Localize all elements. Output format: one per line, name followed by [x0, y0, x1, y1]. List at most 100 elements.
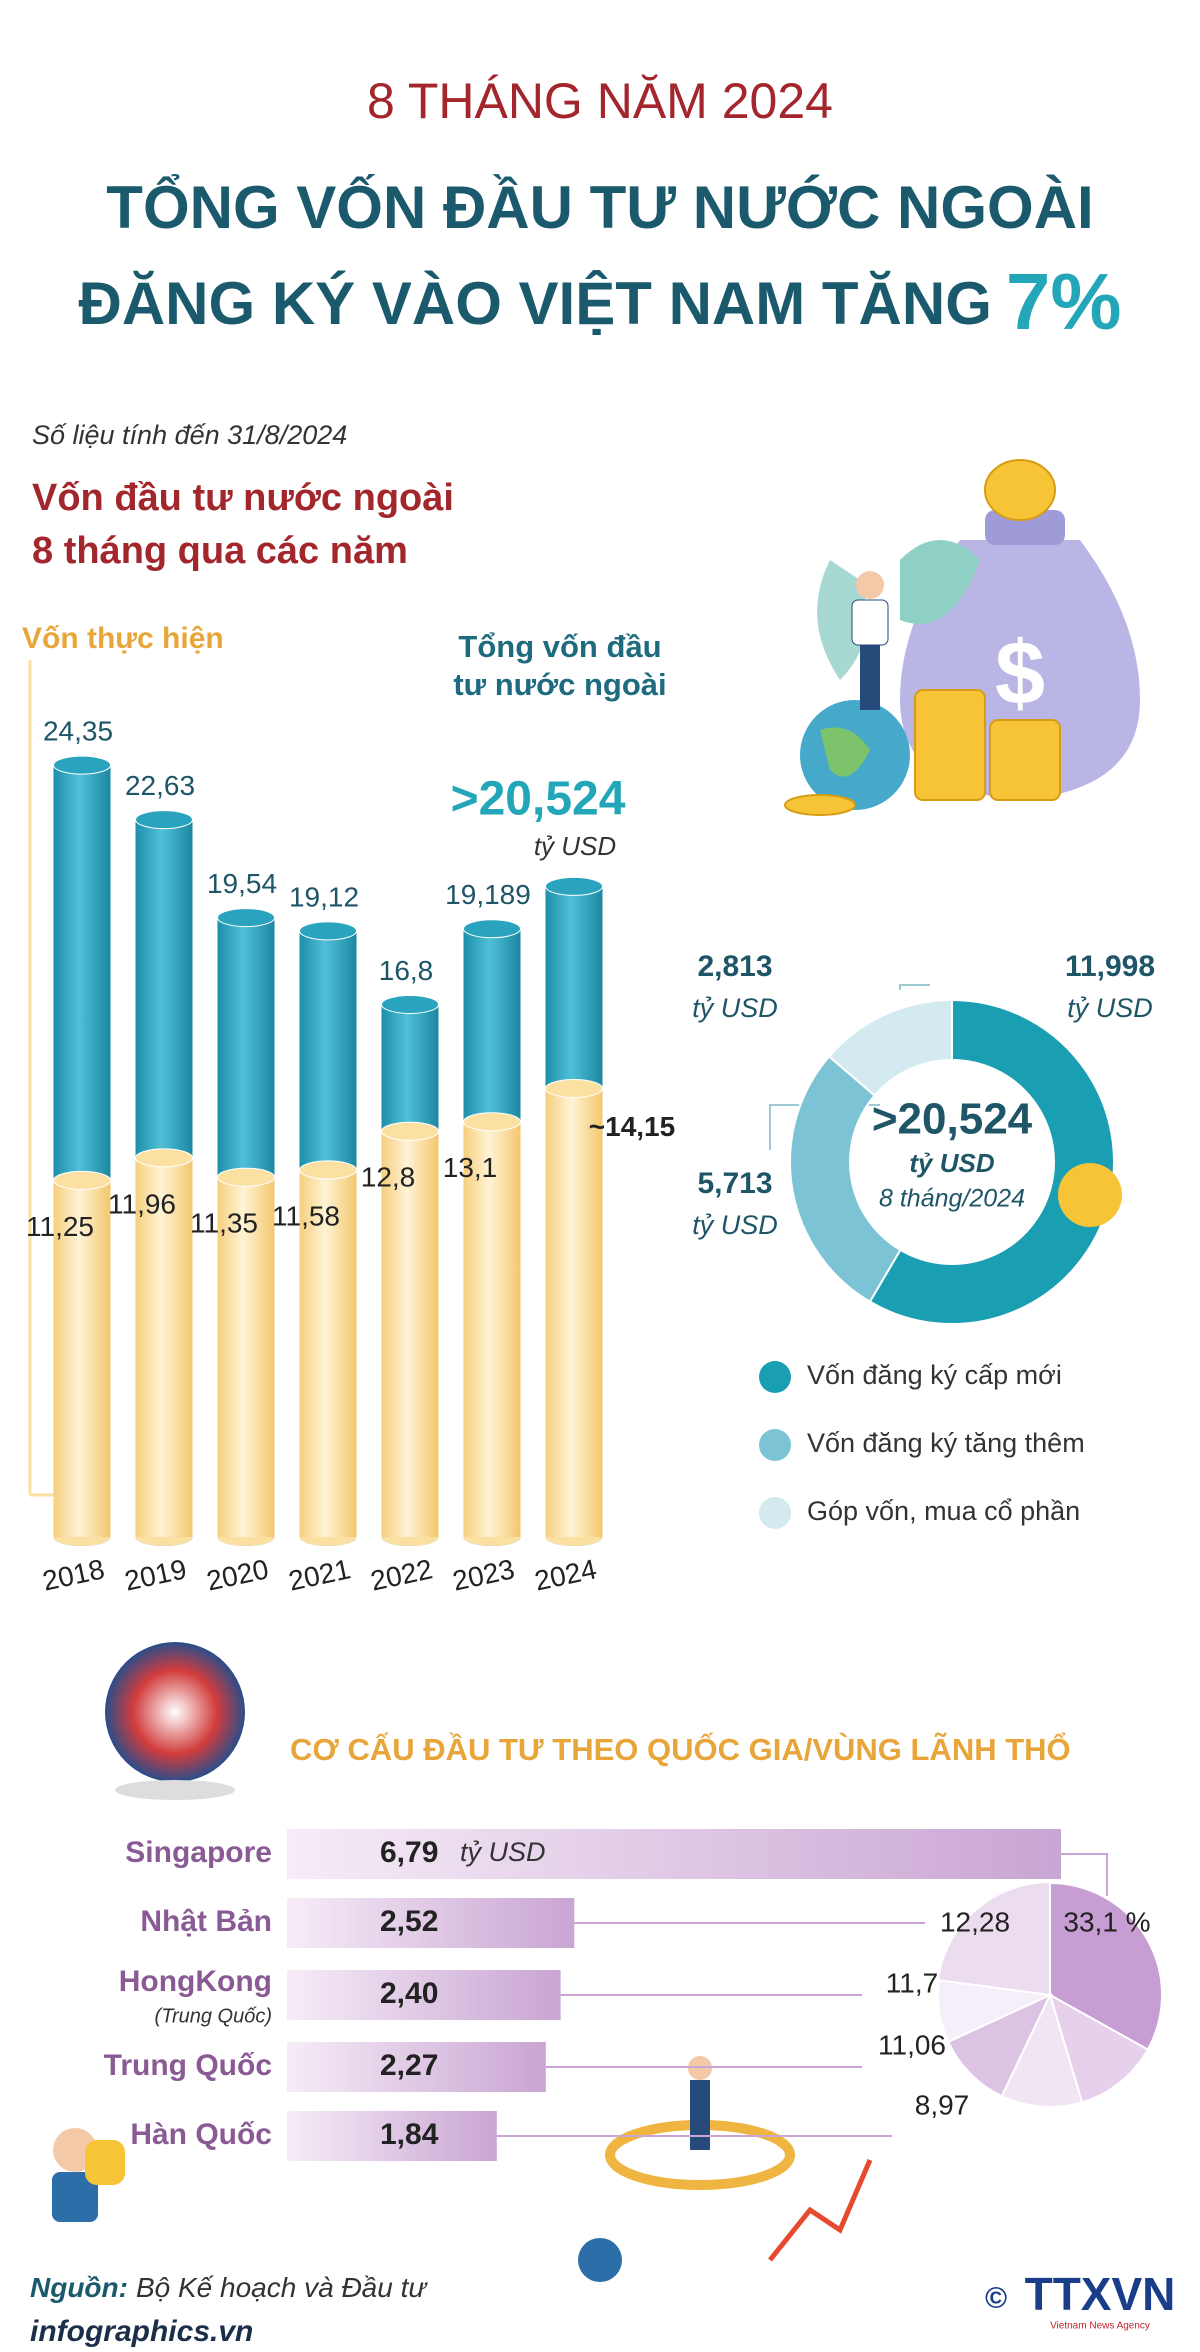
x-tick-label: 2019 — [122, 1553, 189, 1596]
bar-cap — [217, 908, 275, 928]
value-label: 11,25 — [26, 1211, 94, 1242]
value-label: 2,27 — [380, 2049, 438, 2082]
legend-swatch — [759, 1361, 791, 1393]
bar-cap — [217, 1167, 275, 1187]
bar — [463, 1121, 521, 1537]
bar-cap — [545, 876, 603, 896]
businessman-icon — [52, 2128, 125, 2222]
center-total: >20,524 — [872, 1095, 1033, 1144]
bar — [545, 1088, 603, 1537]
legend-label: Vốn thực hiện — [22, 622, 224, 655]
bar-cap — [463, 1112, 521, 1132]
legend-label: Góp vốn, mua cổ phần — [807, 1496, 1080, 1526]
value-label: 12,28 — [940, 1906, 1010, 1937]
section-title: Vốn đầu tư nước ngoài — [32, 477, 454, 519]
total-series-label: Tổng vốn đầu tư nước ngoài — [453, 629, 667, 702]
y-tick-label: Singapore — [125, 1836, 272, 1869]
value-label: 2,813 — [697, 950, 772, 983]
value-label: 16,8 — [379, 955, 434, 986]
x-tick-label: 2021 — [286, 1553, 353, 1596]
bar-cap — [381, 1121, 439, 1141]
value-label: 19,54 — [207, 868, 277, 899]
source-label: Nguồn: — [30, 2272, 128, 2303]
value-label: 11,998 — [1065, 950, 1155, 983]
title-line: ĐĂNG KÝ VÀO VIỆT NAM TĂNG 7% — [79, 257, 1122, 346]
value-label: 2,40 — [380, 1977, 438, 2010]
kicker: 8 THÁNG NĂM 2024 — [367, 73, 833, 129]
value-label: 8,97 — [915, 2089, 970, 2120]
bar — [381, 1131, 439, 1537]
pie-slice — [937, 1979, 1054, 2044]
value-label: 11,58 — [272, 1200, 340, 1231]
value-label: 2,52 — [380, 1905, 438, 1938]
value-label: 19,189 — [445, 879, 531, 910]
value-label: 19,12 — [289, 881, 359, 912]
center-period: 8 tháng/2024 — [879, 1185, 1025, 1213]
value-label: 11,06 — [878, 2029, 946, 2060]
chart-title: CƠ CẤU ĐẦU TƯ THEO QUỐC GIA/VÙNG LÃNH TH… — [290, 1731, 1071, 1767]
x-tick-label: 2024 — [532, 1553, 599, 1596]
legend-swatch — [759, 1497, 791, 1529]
agency-logo: TTXVN — [1025, 2268, 1176, 2320]
y-tick-label: Nhật Bản — [140, 1905, 272, 1938]
x-tick-label: 2018 — [40, 1553, 107, 1596]
donut-slice — [788, 1055, 902, 1304]
value-label: 13,1 — [443, 1152, 498, 1183]
value-label: 12,8 — [361, 1162, 416, 1193]
value-label: 22,63 — [125, 770, 195, 801]
value-label: 6,79 — [380, 1836, 438, 1869]
value-label: 1,84 — [380, 2118, 439, 2151]
legend-swatch — [759, 1429, 791, 1461]
pie-slice — [946, 1992, 1053, 2098]
value-unit: tỷ USD — [460, 1837, 546, 1867]
center-unit: tỷ USD — [909, 1148, 994, 1178]
bar — [135, 1157, 193, 1537]
bar-cap — [545, 1078, 603, 1098]
globe-icon — [105, 1642, 245, 1800]
value-label: 5,713 — [697, 1167, 772, 1200]
bar-cap — [53, 1170, 111, 1190]
analyst-illustration — [578, 2056, 873, 2282]
pie-slice — [1049, 1881, 1163, 2051]
value-label: 11,35 — [190, 1208, 258, 1239]
bar-cap — [463, 919, 521, 939]
bar — [217, 1177, 275, 1537]
agency-sub: Vietnam News Agency — [1050, 2321, 1150, 2332]
y-tick-label: Hàn Quốc — [130, 2118, 272, 2151]
bar-cap — [381, 994, 439, 1014]
x-tick-label: 2020 — [204, 1553, 271, 1596]
legend-label: Vốn đăng ký cấp mới — [807, 1360, 1062, 1390]
y-tick-label: Trung Quốc — [104, 2049, 272, 2082]
bar — [287, 1898, 575, 1948]
y-tick-label: HongKong — [119, 1965, 272, 1998]
value-unit: tỷ USD — [692, 1210, 778, 1240]
site: infographics.vn — [30, 2315, 253, 2348]
value-unit: tỷ USD — [1067, 993, 1153, 1023]
connector — [1061, 1853, 1108, 1896]
title-line: TỔNG VỐN ĐẦU TƯ NƯỚC NGOÀI — [106, 174, 1093, 241]
bar — [287, 1829, 1062, 1879]
bar-cap — [299, 921, 357, 941]
bar-cap — [135, 1148, 193, 1168]
section-title: 8 tháng qua các năm — [32, 530, 408, 572]
value-label: 11,96 — [108, 1188, 176, 1219]
bar-cap — [135, 810, 193, 830]
value-label: 33,1 % — [1063, 1906, 1150, 1937]
donut-slice — [868, 998, 1115, 1325]
bar — [287, 1970, 561, 2020]
bar-cap — [299, 1160, 357, 1180]
bar — [53, 1180, 111, 1537]
x-tick-label: 2022 — [368, 1553, 435, 1596]
y-tick-sublabel: (Trung Quốc) — [155, 2005, 272, 2027]
title-highlight: 7% — [1006, 257, 1122, 346]
bar — [287, 2111, 497, 2161]
bar — [287, 2042, 546, 2092]
source-text: Bộ Kế hoạch và Đầu tư — [136, 2272, 428, 2303]
source: Nguồn: Bộ Kế hoạch và Đầu tư — [30, 2272, 428, 2303]
value-label: 11,7 — [886, 1967, 938, 1998]
svg-text:$: $ — [995, 624, 1045, 724]
total-annotation: >20,524 — [451, 773, 626, 826]
donut-slice — [827, 998, 953, 1097]
